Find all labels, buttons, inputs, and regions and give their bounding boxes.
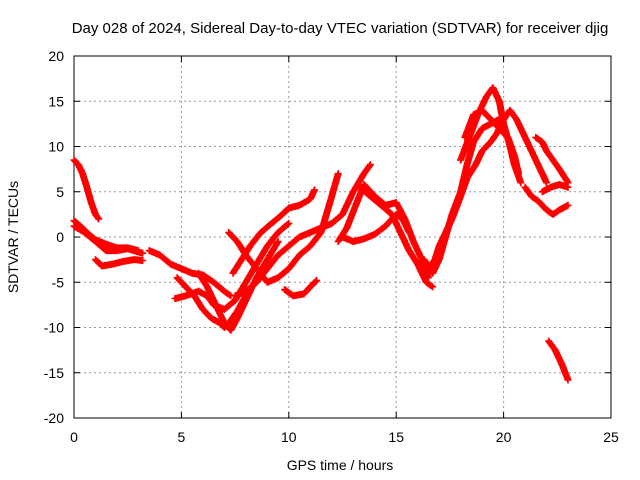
y-tick-label: 0 [56,229,64,245]
series-arc-1 [70,156,103,223]
series-markers [225,170,342,286]
series-markers [70,156,103,223]
series-arc-12 [281,276,321,300]
series-markers [545,337,572,384]
y-tick-label: 20 [48,48,64,64]
series-markers [92,256,147,270]
y-tick-label: -5 [52,274,65,290]
y-tick-label: 10 [48,139,64,155]
y-tick-label: -20 [44,410,64,426]
chart-title: Day 028 of 2024, Sidereal Day-to-day VTE… [72,20,609,37]
series-markers [231,161,374,300]
series-arc-23 [545,337,572,384]
series-arc-10 [225,170,342,286]
series-layer [70,84,572,384]
series-arc-4 [92,256,147,270]
x-tick-label: 25 [603,429,619,445]
y-tick-label: -10 [44,320,64,336]
series-arc-20 [532,133,572,187]
x-tick-label: 10 [281,429,297,445]
series-markers [521,183,572,218]
series-markers [356,183,437,291]
series-markers [532,133,572,187]
series-arc-15 [356,183,437,291]
y-tick-label: 5 [56,184,64,200]
series-markers [538,181,572,196]
x-axis-label: GPS time / hours [287,457,394,473]
x-tick-label: 0 [70,429,78,445]
x-tick-label: 20 [496,429,512,445]
series-arc-22 [538,181,572,196]
series-arc-19 [461,106,523,178]
series-arc-11 [231,161,374,300]
x-tick-label: 15 [388,429,404,445]
axis-ticks: 0 5 10 15 20 25 -20 -15 -10 -5 0 5 10 15 20 [44,48,619,445]
series-markers [281,276,321,300]
x-tick-label: 5 [178,429,186,445]
series-arc-17 [424,106,551,273]
y-tick-label: 15 [48,93,64,109]
series-markers [70,222,147,257]
series-arc-3 [70,222,147,257]
series-markers [461,106,523,178]
y-tick-label: -15 [44,365,64,381]
series-markers [424,106,551,273]
y-axis-label: SDTVAR / TECUs [5,181,21,293]
series-arc-21 [521,183,572,218]
